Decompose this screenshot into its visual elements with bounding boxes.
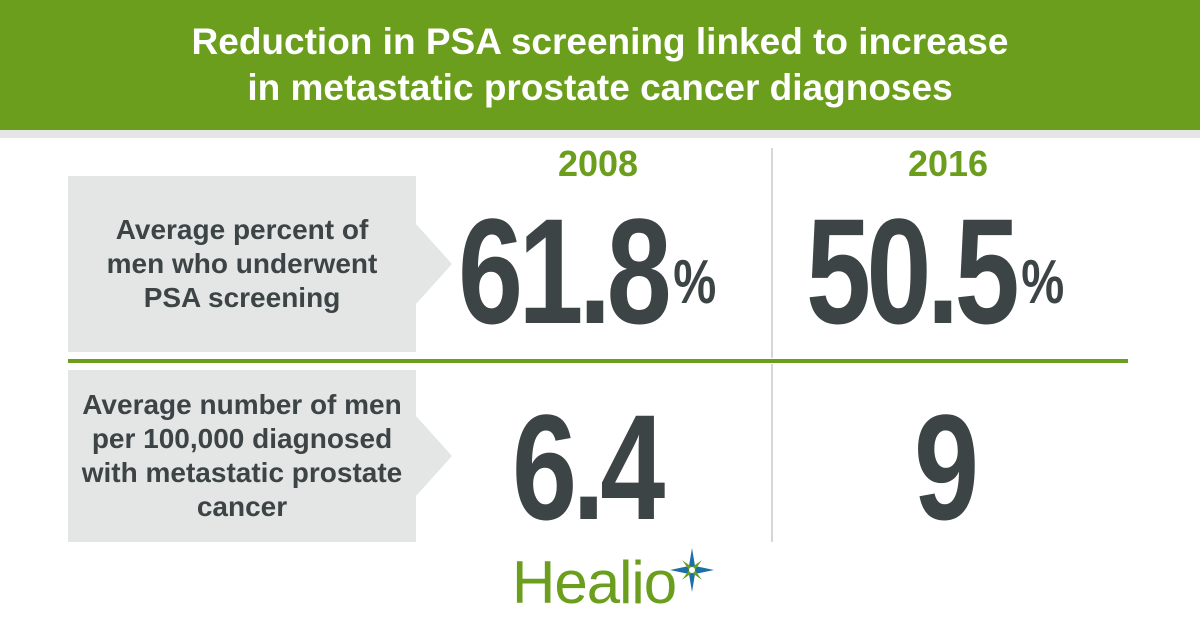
label-line: cancer bbox=[196, 491, 288, 522]
label-line: Average percent of bbox=[115, 214, 369, 245]
column-divider-bottom bbox=[771, 364, 773, 542]
value-metastatic-2016: 9 bbox=[914, 392, 979, 542]
label-line: PSA screening bbox=[143, 282, 341, 313]
value-number: 9 bbox=[914, 383, 979, 551]
header-shadow bbox=[0, 130, 1200, 138]
percent-sign: % bbox=[673, 248, 717, 317]
value-metastatic-2008: 6.4 bbox=[512, 392, 665, 542]
label-line: Average number of men bbox=[82, 389, 402, 420]
value-psa-2008: 61.8% bbox=[458, 196, 716, 346]
label-line: per 100,000 diagnosed bbox=[91, 423, 393, 454]
value-number: 61.8 bbox=[458, 187, 672, 355]
logo-text: Healio bbox=[512, 549, 677, 616]
value-number: 50.5 bbox=[806, 187, 1020, 355]
row-divider bbox=[68, 359, 1128, 363]
title-line-2: in metastatic prostate cancer diagnoses bbox=[247, 67, 953, 108]
column-divider-top bbox=[771, 148, 773, 358]
label-line: with metastatic prostate bbox=[81, 457, 403, 488]
value-number: 6.4 bbox=[512, 383, 665, 551]
percent-sign: % bbox=[1021, 248, 1065, 317]
star-burst-icon bbox=[670, 548, 715, 597]
header-banner: Reduction in PSA screening linked to inc… bbox=[0, 0, 1200, 130]
title-line-1: Reduction in PSA screening linked to inc… bbox=[191, 21, 1009, 62]
row-label-psa-screening: Average percent of men who underwent PSA… bbox=[68, 176, 452, 352]
year-2016: 2016 bbox=[907, 143, 989, 184]
label-arrow bbox=[416, 416, 452, 496]
healio-logo: Healio bbox=[512, 548, 715, 616]
label-line: men who underwent bbox=[106, 248, 378, 279]
label-arrow bbox=[416, 224, 452, 304]
year-2008: 2008 bbox=[557, 143, 639, 184]
value-psa-2016: 50.5% bbox=[806, 196, 1064, 346]
row-label-metastatic: Average number of men per 100,000 diagno… bbox=[68, 370, 452, 542]
